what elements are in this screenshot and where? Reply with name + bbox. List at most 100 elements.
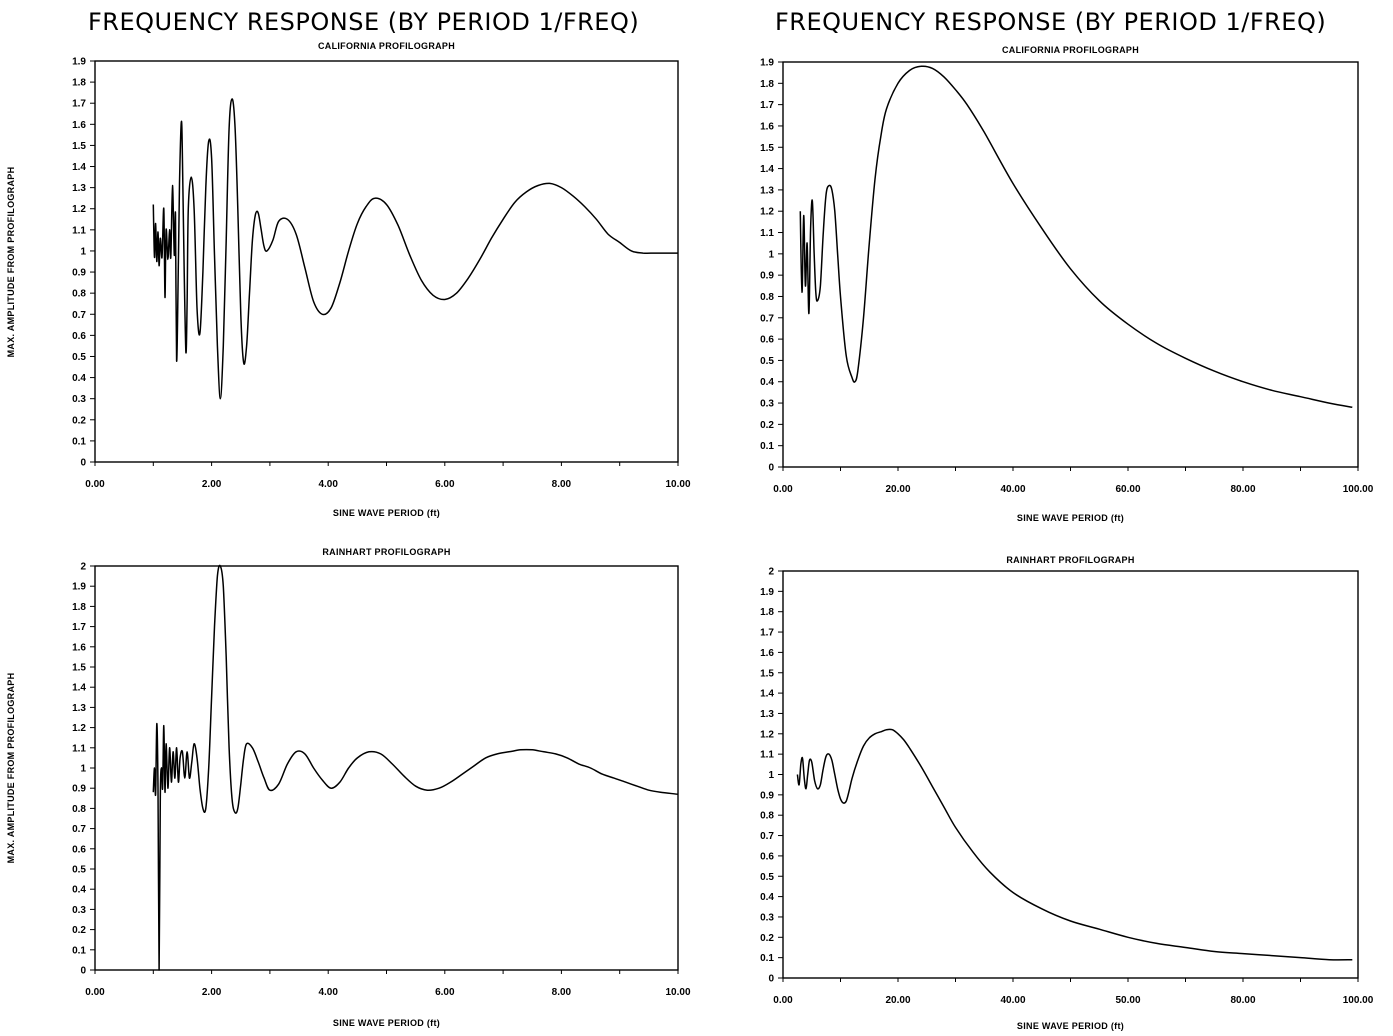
chart-1-ytick-label: 1.8 — [72, 78, 86, 89]
chart-1-ytick-label: 0 — [80, 458, 86, 469]
chart-4-series-line — [796, 728, 1353, 961]
chart-1-xtick-label: 4.00 — [318, 479, 338, 490]
chart-2-xtick-label: 20.00 — [885, 484, 910, 495]
chart-2-ytick-label: 0.5 — [760, 356, 774, 367]
chart-1-ytick-label: 1.6 — [72, 120, 86, 131]
chart-1-ytick-label: 0.4 — [72, 373, 86, 384]
chart-4-x-axis-title: SINE WAVE PERIOD (ft) — [1017, 1021, 1124, 1031]
chart-2-plot-frame — [782, 61, 1359, 468]
chart-2-ytick-label: 0.1 — [760, 441, 774, 452]
chart-2-xtick-label: 80.00 — [1230, 484, 1255, 495]
chart-3-ytick-label: 0.1 — [72, 945, 86, 956]
chart-2-ytick-label: 1.5 — [760, 143, 774, 154]
chart-3-ytick-label: 0.7 — [72, 824, 86, 835]
chart-2-title: CALIFORNIA PROFILOGRAPH — [1002, 45, 1139, 55]
chart-2-ytick-label: 1.4 — [760, 164, 774, 175]
chart-1-title: CALIFORNIA PROFILOGRAPH — [318, 41, 455, 51]
chart-3-xtick-label: 6.00 — [435, 987, 455, 998]
chart-4-ytick-label: 0.4 — [760, 892, 774, 903]
chart-3-ytick-label: 0.6 — [72, 844, 86, 855]
chart-2-ytick-label: 0.8 — [760, 292, 774, 303]
chart-1-ytick-label: 0.2 — [72, 415, 86, 426]
chart-4-ytick-label: 0 — [768, 974, 774, 985]
chart-2-xtick-label: 100.00 — [1343, 484, 1374, 495]
chart-1-ytick-label: 0.7 — [72, 310, 86, 321]
chart-1-x-axis-title: SINE WAVE PERIOD (ft) — [333, 508, 440, 518]
header-right: FREQUENCY RESPONSE (BY PERIOD 1/FREQ) — [775, 8, 1327, 36]
chart-3-x-axis-title: SINE WAVE PERIOD (ft) — [333, 1018, 440, 1028]
chart-1-ytick-label: 1.7 — [72, 99, 86, 110]
chart-1-xtick-label: 8.00 — [552, 479, 572, 490]
chart-4-ytick-label: 1.7 — [760, 628, 774, 639]
chart-4-ytick-label: 1 — [768, 770, 774, 781]
chart-1-ytick-label: 0.8 — [72, 289, 86, 300]
chart-4-xtick-label: 100.00 — [1343, 995, 1374, 1006]
chart-3-ytick-label: 0 — [80, 966, 86, 977]
chart-1-y-axis-title: MAX. AMPLITUDE FROM PROFILOGRAPH — [6, 167, 16, 358]
chart-2-x-axis-title: SINE WAVE PERIOD (ft) — [1017, 513, 1124, 523]
chart-4-ytick-label: 1.1 — [760, 750, 774, 761]
chart-3-xtick-label: 0.00 — [85, 987, 105, 998]
chart-3-xtick-label: 8.00 — [552, 987, 572, 998]
chart-4-ytick-label: 2 — [768, 567, 774, 578]
chart-4-plot-frame — [782, 570, 1359, 979]
chart-3-ytick-label: 1.7 — [72, 622, 86, 633]
chart-2-xtick-label: 60.00 — [1115, 484, 1140, 495]
chart-4-xtick-label: 0.00 — [773, 995, 793, 1006]
chart-2-xtick-label: 40.00 — [1000, 484, 1025, 495]
chart-3-series-line — [152, 564, 679, 971]
chart-4-xtick-label: 50.00 — [1115, 995, 1140, 1006]
chart-2-ytick-label: 1 — [768, 249, 774, 260]
chart-1-ytick-label: 1 — [80, 246, 86, 257]
chart-2-ytick-label: 0 — [768, 463, 774, 474]
chart-2-ytick-label: 0.7 — [760, 313, 774, 324]
chart-3-ytick-label: 1.1 — [72, 743, 86, 754]
chart-3-y-axis-title: MAX. AMPLITUDE FROM PROFILOGRAPH — [6, 673, 16, 864]
chart-4-ytick-label: 0.1 — [760, 953, 774, 964]
chart-2-ytick-label: 1.1 — [760, 228, 774, 239]
chart-2-ytick-label: 1.3 — [760, 185, 774, 196]
chart-3-ytick-label: 0.3 — [72, 905, 86, 916]
chart-4-ytick-label: 0.3 — [760, 912, 774, 923]
chart-4-xtick-label: 40.00 — [1000, 995, 1025, 1006]
chart-3-ytick-label: 0.2 — [72, 925, 86, 936]
chart-4-ytick-label: 0.5 — [760, 872, 774, 883]
chart-3-title: RAINHART PROFILOGRAPH — [322, 547, 450, 557]
chart-4-ytick-label: 1.2 — [760, 729, 774, 740]
chart-1-series-line — [152, 98, 678, 400]
chart-1-ytick-label: 0.1 — [72, 436, 86, 447]
chart-4-ytick-label: 1.3 — [760, 709, 774, 720]
chart-2-ytick-label: 0.2 — [760, 420, 774, 431]
chart-4-ytick-label: 0.7 — [760, 831, 774, 842]
chart-3-ytick-label: 0.9 — [72, 784, 86, 795]
chart-4-ytick-label: 0.9 — [760, 790, 774, 801]
chart-4-title: RAINHART PROFILOGRAPH — [1006, 555, 1134, 565]
chart-2-xtick-label: 0.00 — [773, 484, 793, 495]
chart-3-ytick-label: 2 — [80, 562, 86, 573]
chart-1-ytick-label: 0.5 — [72, 352, 86, 363]
chart-3-xtick-label: 4.00 — [318, 987, 338, 998]
chart-4-ytick-label: 1.8 — [760, 607, 774, 618]
chart-2-ytick-label: 0.4 — [760, 377, 774, 388]
chart-3-ytick-label: 1.6 — [72, 642, 86, 653]
chart-3-ytick-label: 0.8 — [72, 804, 86, 815]
chart-4-ytick-label: 0.8 — [760, 811, 774, 822]
chart-3-ytick-label: 0.4 — [72, 885, 86, 896]
chart-2-series-line — [799, 65, 1353, 409]
chart-2-ytick-label: 1.7 — [760, 100, 774, 111]
chart-1-xtick-label: 2.00 — [202, 479, 222, 490]
chart-1-ytick-label: 0.6 — [72, 331, 86, 342]
chart-4-ytick-label: 1.9 — [760, 587, 774, 598]
chart-3-ytick-label: 1.9 — [72, 582, 86, 593]
chart-3-ytick-label: 1.3 — [72, 703, 86, 714]
chart-4-ytick-label: 0.2 — [760, 933, 774, 944]
chart-4-xtick-label: 20.00 — [885, 995, 910, 1006]
chart-1-plot-frame — [94, 60, 679, 463]
chart-2-ytick-label: 1.8 — [760, 79, 774, 90]
chart-2-ytick-label: 0.6 — [760, 335, 774, 346]
chart-4-ytick-label: 0.6 — [760, 851, 774, 862]
chart-3-ytick-label: 0.5 — [72, 865, 86, 876]
chart-4-ytick-label: 1.6 — [760, 648, 774, 659]
chart-4-xtick-label: 80.00 — [1230, 995, 1255, 1006]
